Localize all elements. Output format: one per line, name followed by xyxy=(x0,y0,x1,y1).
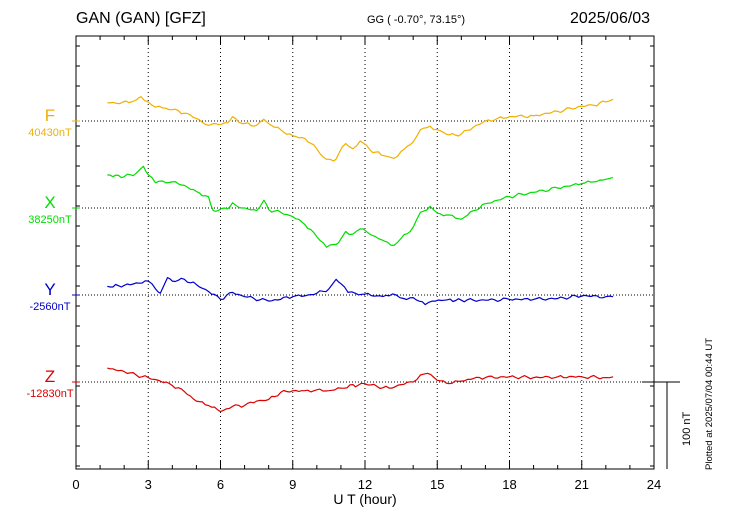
x-tick-label: 9 xyxy=(289,477,296,492)
component-letter: Z xyxy=(44,367,56,386)
plot-date: 2025/06/03 xyxy=(570,10,651,27)
scale-bar-label: 100 nT xyxy=(681,411,693,446)
traces xyxy=(107,95,614,413)
component-baseline: -2560nT xyxy=(29,301,71,313)
baselines xyxy=(72,120,654,383)
component-baseline: -12830nT xyxy=(26,388,74,400)
scale-bar xyxy=(642,381,680,469)
trace-f xyxy=(107,95,614,162)
x-tick-label: 24 xyxy=(647,477,661,492)
grid xyxy=(147,36,583,469)
component-baseline: 38250nT xyxy=(28,214,72,226)
trace-x xyxy=(107,165,614,248)
x-tick-label: 3 xyxy=(145,477,152,492)
component-letter: F xyxy=(44,106,56,125)
x-axis-label: U T (hour) xyxy=(333,491,396,507)
x-tick-label: 15 xyxy=(430,477,444,492)
plotted-timestamp: Plotted at 2025/07/04 00:44 UT xyxy=(704,337,715,470)
component-letter: X xyxy=(44,193,56,212)
trace-y xyxy=(107,277,614,306)
component-label-f: F 40430nT xyxy=(14,106,86,140)
x-axis-tick-labels: 0 3 6 9 12 15 18 21 24 xyxy=(72,477,661,492)
x-tick-label: 12 xyxy=(358,477,372,492)
x-axis-ticks xyxy=(75,36,655,469)
component-label-x: X 38250nT xyxy=(14,193,86,227)
x-tick-label: 18 xyxy=(502,477,516,492)
x-tick-label: 6 xyxy=(217,477,224,492)
trace-z xyxy=(107,367,614,413)
station-title: GAN (GAN) [GFZ] xyxy=(76,10,206,27)
component-baseline: 40430nT xyxy=(28,127,72,139)
component-label-y: Y -2560nT xyxy=(14,280,86,314)
geographic-coordinates: GG ( -0.70°, 73.15°) xyxy=(367,14,466,26)
component-letter: Y xyxy=(44,280,56,299)
x-tick-label: 21 xyxy=(575,477,589,492)
x-tick-label: 0 xyxy=(72,477,79,492)
component-label-z: Z -12830nT xyxy=(14,367,86,401)
